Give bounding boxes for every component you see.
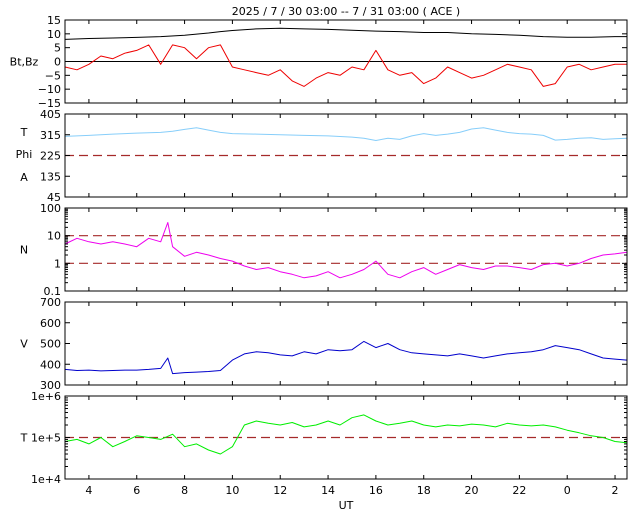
series-line-bz — [64, 44, 627, 87]
x-tick-label: 12 — [273, 484, 287, 497]
x-tick-label: 8 — [181, 484, 188, 497]
y-tick-label: 1e+4 — [31, 473, 61, 486]
x-tick-label: 14 — [321, 484, 335, 497]
y-axis-label: Phi — [16, 148, 33, 161]
chart-title: 2025 / 7 / 30 03:00 -- 7 / 31 03:00 ( AC… — [232, 5, 460, 18]
panel-frame — [64, 207, 628, 292]
panel-phi: 45 135 225 315 405 T Phi A — [16, 108, 628, 204]
y-tick-label: 5 — [54, 42, 61, 55]
panel-frame — [64, 301, 628, 386]
y-tick-label: 225 — [40, 150, 61, 163]
x-tick-label: 20 — [465, 484, 479, 497]
y-tick-label: 10 — [47, 230, 61, 243]
series-line-bt — [64, 27, 627, 40]
x-tick-label: 0 — [564, 484, 571, 497]
y-tick-label: 300 — [40, 379, 61, 392]
y-tick-label: −10 — [38, 83, 61, 96]
x-tick-label: 22 — [512, 484, 526, 497]
series-line-n — [64, 222, 628, 279]
y-axis-label: A — [20, 171, 28, 184]
x-tick-label: 16 — [369, 484, 383, 497]
x-axis: 4 6 8 10 12 14 16 18 20 22 0 2 — [85, 484, 618, 497]
y-tick-label: 10 — [47, 28, 61, 41]
y-tick-label: 500 — [40, 338, 61, 351]
y-tick-label: 400 — [40, 358, 61, 371]
x-tick-label: 18 — [417, 484, 431, 497]
y-tick-label: 700 — [40, 296, 61, 309]
y-axis-label: T — [20, 126, 28, 139]
y-tick-label: 405 — [40, 108, 61, 121]
y-tick-label: 1e+5 — [31, 432, 61, 445]
series-line-t — [64, 414, 628, 455]
y-tick-label: 1e+6 — [31, 390, 61, 403]
y-tick-label: 1 — [54, 257, 61, 270]
y-axis-label: V — [20, 338, 28, 351]
y-tick-label: 135 — [40, 170, 61, 183]
panel-temperature: 1e+4 1e+5 1e+6 T — [20, 390, 628, 486]
x-tick-label: 10 — [225, 484, 239, 497]
panel-density: 0.1 1 10 100 N — [20, 202, 628, 298]
panels: −15−10−5051015Bt,Bz45135225315405TPhiA0.… — [10, 14, 628, 497]
series-line-v — [64, 340, 628, 375]
y-tick-label: 600 — [40, 317, 61, 330]
y-axis-label: T — [20, 432, 28, 445]
x-tick-label: 2 — [612, 484, 619, 497]
y-tick-label: 45 — [47, 191, 61, 204]
y-tick-label: −5 — [45, 69, 61, 82]
y-tick-label: 100 — [40, 202, 61, 215]
panel-speed: 300 400 500 600 700 V — [20, 296, 628, 392]
series-line-phi — [64, 127, 628, 141]
x-tick-label: 6 — [133, 484, 140, 497]
y-tick-label: −15 — [38, 97, 61, 110]
y-tick-label: 15 — [47, 14, 61, 27]
y-tick-label: 0 — [54, 56, 61, 69]
y-axis-label: Bt,Bz — [10, 56, 39, 69]
x-axis-label: UT — [339, 499, 354, 512]
y-tick-label: 315 — [40, 129, 61, 142]
x-tick-label: 4 — [85, 484, 92, 497]
y-axis-label: N — [20, 244, 28, 257]
y-tick-label: 0.1 — [44, 285, 62, 298]
